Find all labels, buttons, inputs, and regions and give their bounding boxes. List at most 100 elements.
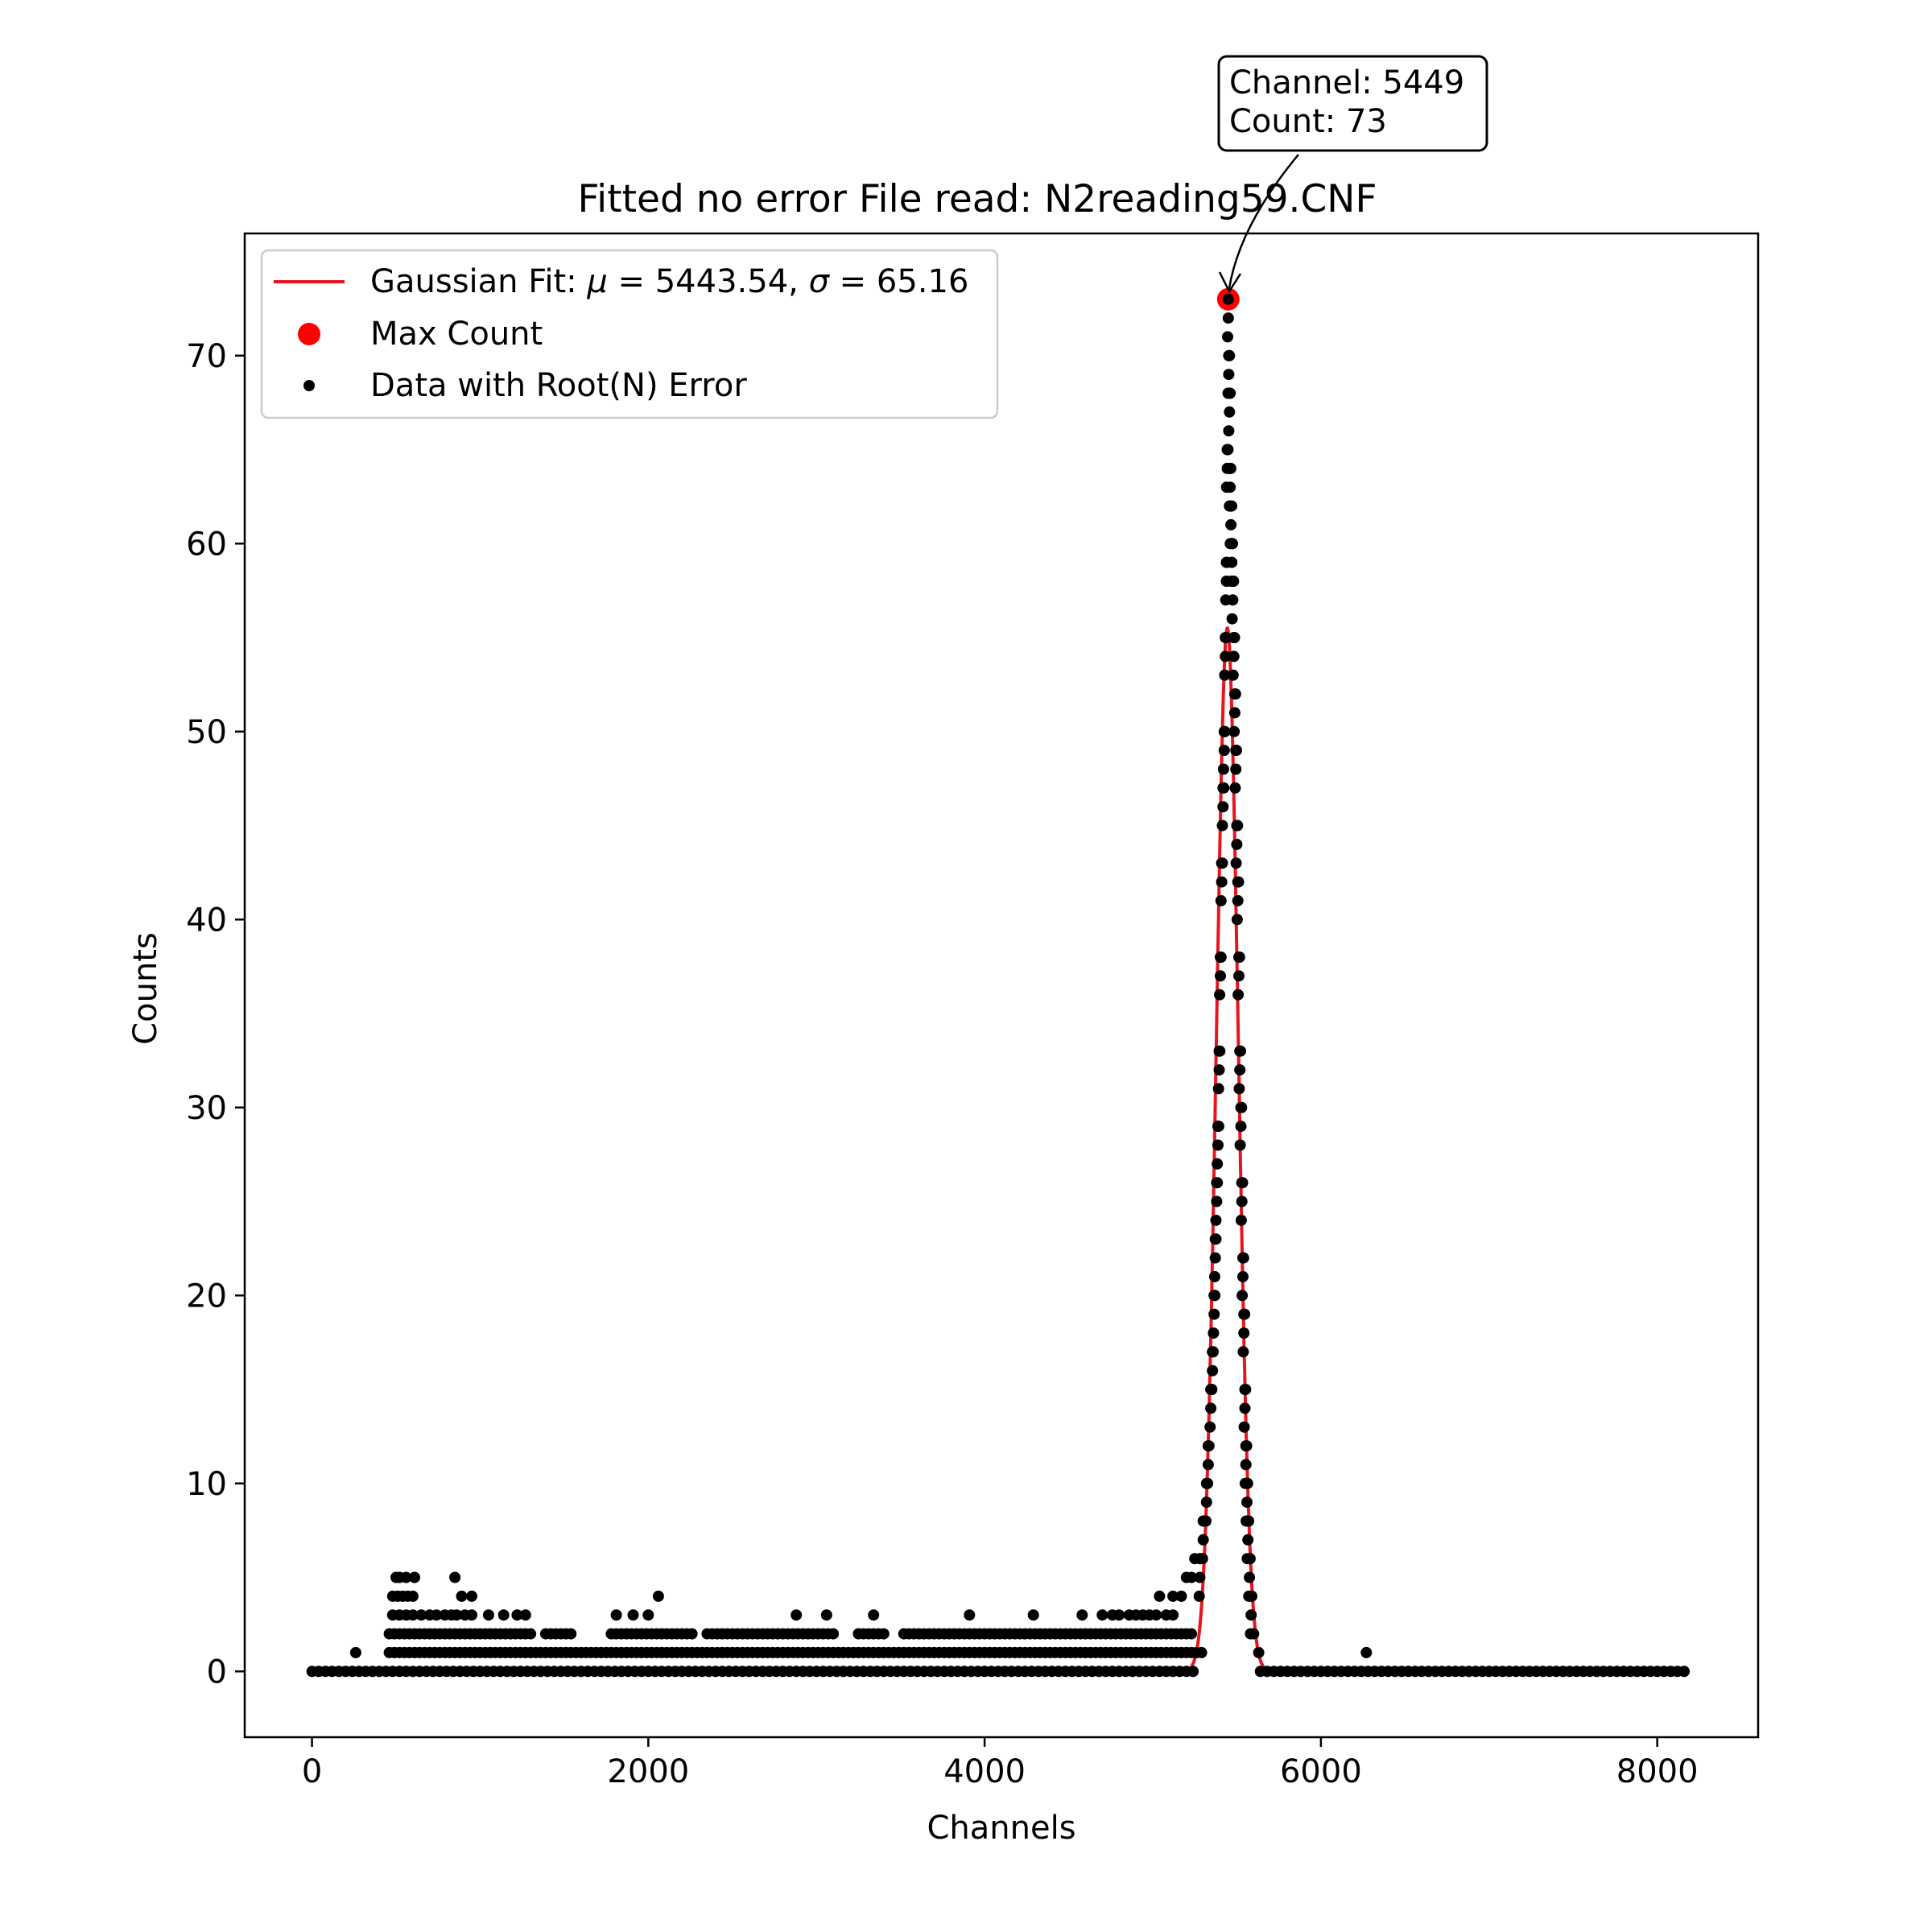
data-point	[1241, 1496, 1253, 1509]
y-axis-label: Counts	[127, 932, 164, 1045]
annotation-line-1: Channel: 5449	[1229, 64, 1464, 101]
data-point	[1215, 894, 1227, 906]
data-point	[1196, 1553, 1208, 1565]
data-point	[1231, 838, 1243, 850]
data-point	[519, 1609, 531, 1621]
data-point	[1217, 801, 1229, 813]
data-point	[1207, 1364, 1219, 1377]
legend-fit-mu-value: 5443.54	[655, 263, 788, 300]
data-point	[1216, 819, 1228, 832]
data-point	[525, 1628, 537, 1640]
data-point	[1233, 970, 1245, 982]
data-point	[686, 1628, 698, 1640]
y-tick-label: 60	[186, 526, 227, 563]
max-count-data-point	[1222, 293, 1234, 305]
data-points-layer	[306, 293, 1690, 1678]
data-point	[1222, 331, 1233, 343]
data-point	[1245, 1609, 1257, 1621]
data-point	[1202, 1459, 1214, 1471]
data-point	[1233, 1083, 1245, 1095]
data-point	[1224, 462, 1236, 474]
data-point	[1224, 406, 1236, 418]
data-point	[964, 1609, 976, 1621]
data-point	[791, 1609, 803, 1621]
data-point	[1226, 556, 1238, 568]
data-point	[1229, 782, 1241, 794]
data-point	[407, 1590, 419, 1602]
data-point	[1236, 1177, 1249, 1189]
data-point	[1237, 1270, 1249, 1282]
data-point	[1200, 1515, 1212, 1527]
data-point	[1211, 1195, 1223, 1208]
y-tick-label: 50	[186, 714, 227, 751]
data-point	[1193, 1590, 1205, 1602]
data-point	[1215, 952, 1227, 963]
data-point	[1226, 613, 1238, 625]
data-point	[1243, 1515, 1255, 1527]
data-point	[1209, 1290, 1221, 1302]
data-point	[456, 1590, 468, 1602]
data-point	[1212, 1177, 1224, 1189]
data-point	[1228, 632, 1241, 643]
data-point	[1231, 745, 1242, 757]
data-point	[610, 1609, 622, 1621]
data-point	[1237, 1346, 1249, 1358]
legend-fit-sigma-value: 65.16	[877, 263, 969, 300]
y-tick-label: 20	[186, 1278, 227, 1315]
data-point	[1228, 576, 1240, 587]
data-point	[1240, 1459, 1252, 1471]
data-point	[1210, 1233, 1222, 1245]
data-point	[1244, 1553, 1256, 1565]
data-point	[1235, 1214, 1247, 1226]
data-point	[466, 1609, 477, 1621]
data-point	[1219, 725, 1231, 737]
data-point	[1186, 1571, 1197, 1583]
data-point	[1208, 1346, 1219, 1358]
data-point	[1200, 1496, 1212, 1509]
data-point	[1212, 1139, 1224, 1151]
data-point	[400, 1571, 412, 1583]
data-point	[1233, 952, 1245, 963]
x-ticks: 0 2000 4000 6000 8000	[302, 1737, 1699, 1790]
data-point	[1235, 1045, 1246, 1057]
data-point	[466, 1590, 477, 1602]
data-point	[1231, 914, 1243, 926]
data-point	[1204, 1421, 1216, 1433]
data-point	[1212, 1121, 1224, 1133]
data-point	[1203, 1440, 1215, 1452]
data-point	[1206, 1384, 1218, 1395]
y-tick-label: 40	[186, 902, 227, 939]
legend-fit-eq-1: =	[608, 263, 655, 300]
data-point	[1232, 876, 1245, 888]
legend-fit-mu-symbol: μ	[586, 263, 607, 300]
data-point	[1232, 894, 1244, 906]
data-point	[627, 1609, 639, 1621]
data-point	[431, 1609, 443, 1621]
legend-fit-label: Gaussian Fit: μ = 5443.54, σ = 65.16	[370, 263, 968, 300]
x-tick-label: 2000	[607, 1753, 689, 1790]
y-ticks: 0 10 20 30 40 50 60 70	[186, 338, 245, 1690]
data-point	[1236, 1101, 1248, 1113]
data-point	[1227, 669, 1239, 681]
y-tick-label: 10	[186, 1466, 227, 1503]
data-point	[482, 1609, 494, 1621]
data-point	[1232, 819, 1244, 832]
data-point	[1226, 500, 1237, 512]
data-point	[1213, 1064, 1225, 1076]
data-point	[1220, 632, 1232, 643]
data-point	[1175, 1590, 1187, 1602]
data-point	[1223, 369, 1235, 381]
data-point	[1227, 594, 1239, 606]
data-point	[511, 1609, 523, 1621]
chart-title: Fitted no error File read: N2reading59.C…	[578, 177, 1377, 221]
x-axis-label: Channels	[927, 1810, 1075, 1847]
data-point	[1187, 1666, 1199, 1678]
data-point	[1222, 312, 1234, 324]
data-point	[1208, 1270, 1220, 1282]
data-point	[1224, 387, 1236, 399]
data-point	[1195, 1646, 1208, 1658]
data-point	[652, 1590, 664, 1602]
data-point	[1236, 1195, 1248, 1208]
data-point	[1360, 1646, 1373, 1658]
